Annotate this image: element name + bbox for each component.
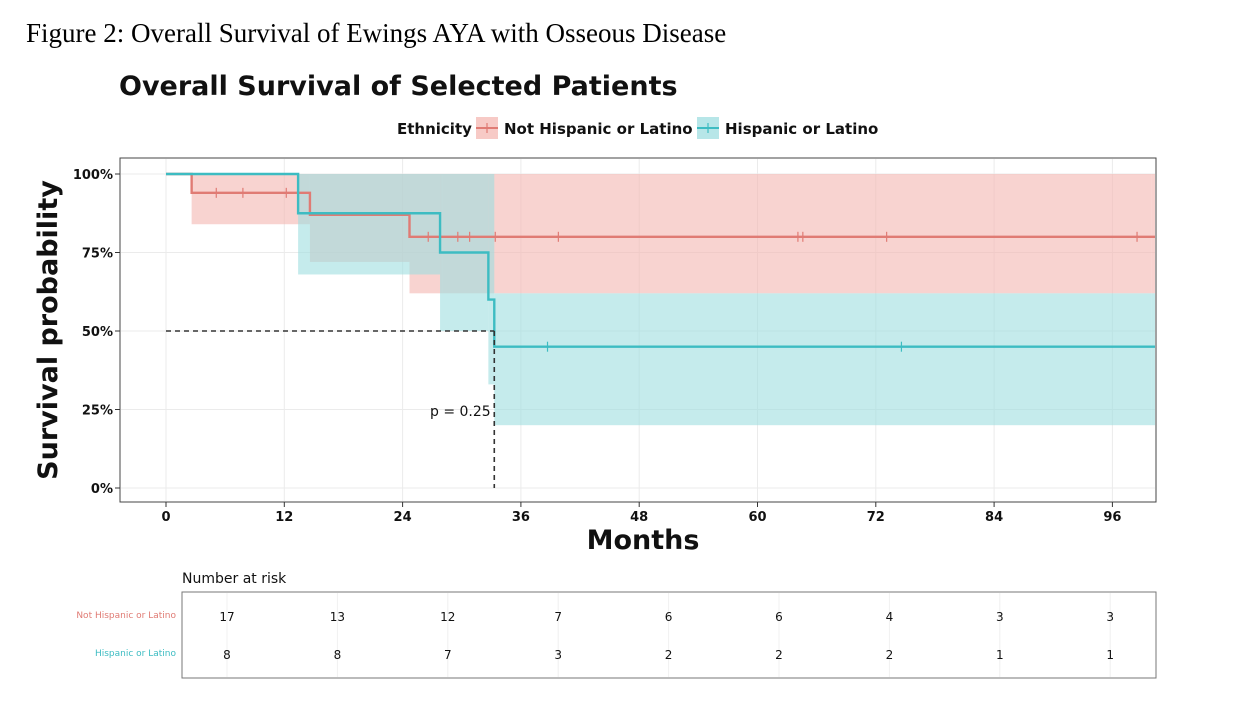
risk-count: 17	[219, 610, 234, 624]
y-axis-title: Survival probability	[33, 180, 64, 480]
risk-count: 8	[334, 648, 342, 662]
risk-count: 2	[775, 648, 783, 662]
legend-label: Hispanic or Latino	[725, 120, 878, 138]
y-tick-label: 75%	[82, 247, 113, 262]
ci-band-segment	[1151, 293, 1155, 426]
p-value-label: p = 0.25	[430, 404, 491, 420]
survival-curves	[166, 172, 1155, 352]
ci-band-segment	[442, 174, 1152, 294]
x-tick-label: 12	[275, 510, 293, 525]
risk-table-title: Number at risk	[182, 571, 287, 587]
x-axis-title: Months	[587, 525, 700, 556]
risk-count: 3	[1106, 610, 1114, 624]
x-tick-label: 36	[512, 510, 530, 525]
x-tick-label: 72	[867, 510, 885, 525]
risk-count: 6	[775, 610, 783, 624]
x-tick-label: 84	[985, 510, 1003, 525]
risk-count: 3	[554, 648, 562, 662]
risk-count: 1	[996, 648, 1004, 662]
legend-title: Ethnicity	[397, 120, 472, 138]
figure-caption: Figure 2: Overall Survival of Ewings AYA…	[26, 18, 727, 48]
risk-count: 1	[1106, 648, 1114, 662]
risk-count: 12	[440, 610, 455, 624]
risk-count: 3	[996, 610, 1004, 624]
confidence-bands	[191, 174, 1155, 426]
legend-item: Not Hispanic or Latino	[476, 117, 693, 139]
risk-count: 7	[554, 610, 562, 624]
risk-row-label: Not Hispanic or Latino	[76, 611, 176, 621]
axes: 0 12 24 36 48 60 72 84 96 0% 25% 50% 75% 100%	[73, 168, 1122, 525]
ci-band-segment	[298, 174, 441, 275]
ci-band-segment	[191, 174, 310, 225]
x-tick-label: 48	[630, 510, 648, 525]
ci-band-segment	[1151, 174, 1155, 294]
y-tick-label: 0%	[91, 482, 113, 497]
legend-label: Not Hispanic or Latino	[504, 120, 693, 138]
median-line	[166, 330, 496, 488]
legend: Ethnicity Not Hispanic or Latino Hispanic…	[397, 117, 878, 139]
x-tick-label: 96	[1103, 510, 1121, 525]
x-tick-label: 24	[394, 510, 412, 525]
survival-curve	[166, 172, 1155, 238]
x-tick-label: 0	[161, 510, 170, 525]
chart-title: Overall Survival of Selected Patients	[119, 71, 678, 102]
risk-count: 6	[665, 610, 673, 624]
survival-curve	[166, 172, 1155, 348]
ci-band-segment	[488, 174, 495, 385]
risk-table-grid	[226, 593, 1111, 677]
risk-table: Not Hispanic or Latino 17 13 12 7 6 6 4 3 3Hispan…	[76, 610, 1114, 662]
x-tick-label: 60	[748, 510, 766, 525]
legend-item: Hispanic or Latino	[697, 117, 878, 139]
y-tick-label: 25%	[82, 404, 113, 419]
risk-count: 8	[223, 648, 231, 662]
y-tick-label: 50%	[82, 325, 113, 340]
y-tick-label: 100%	[73, 168, 113, 183]
risk-count: 4	[886, 610, 894, 624]
risk-count: 13	[330, 610, 345, 624]
ci-band-segment	[494, 293, 1152, 426]
risk-count: 7	[444, 648, 452, 662]
risk-row-label: Hispanic or Latino	[95, 649, 177, 659]
risk-count: 2	[665, 648, 673, 662]
risk-count: 2	[886, 648, 894, 662]
